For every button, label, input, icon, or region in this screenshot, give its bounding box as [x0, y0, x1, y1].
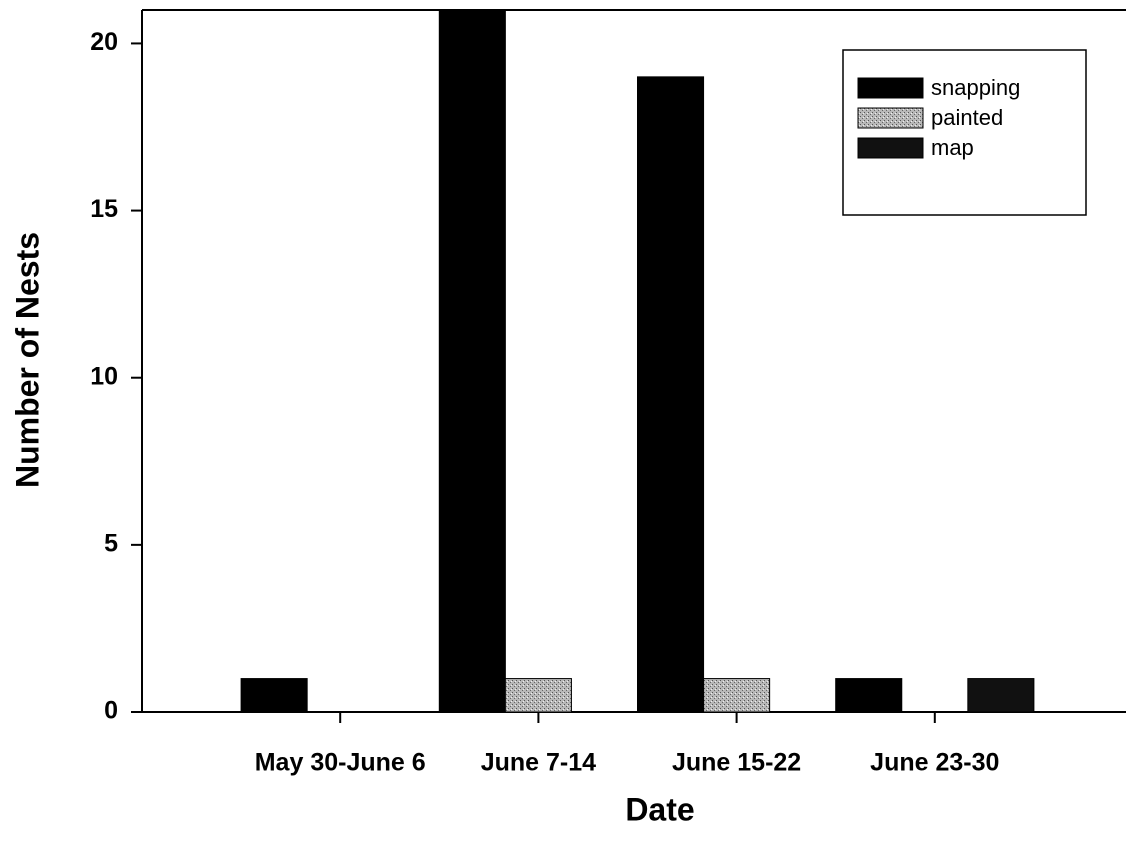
- x-tick-label: June 7-14: [481, 749, 596, 777]
- bar: [835, 678, 903, 713]
- x-tick-label: June 23-30: [870, 749, 999, 777]
- bar: [703, 678, 771, 713]
- x-tick-label: June 15-22: [672, 749, 801, 777]
- y-tick-label: 10: [90, 362, 118, 390]
- legend-swatch: [857, 77, 924, 99]
- y-tick-label: 0: [104, 697, 118, 725]
- y-tick-label: 5: [104, 529, 118, 557]
- bar: [504, 678, 572, 713]
- legend-swatch: [857, 107, 924, 129]
- legend-label: map: [931, 135, 974, 160]
- y-tick-label: 20: [90, 28, 118, 56]
- y-axis-title: Number of Nests: [9, 232, 45, 488]
- legend-swatch: [857, 137, 924, 159]
- x-tick-label: May 30-June 6: [255, 749, 426, 777]
- legend-label: painted: [931, 105, 1003, 130]
- bar: [240, 678, 308, 713]
- bar: [438, 9, 506, 713]
- x-axis-title: Date: [625, 791, 694, 827]
- legend-label: snapping: [931, 75, 1020, 100]
- y-tick-label: 15: [90, 195, 118, 223]
- bar: [637, 76, 705, 713]
- bar: [967, 678, 1035, 713]
